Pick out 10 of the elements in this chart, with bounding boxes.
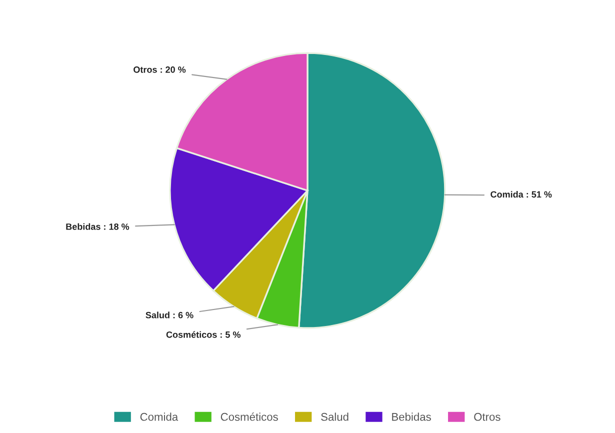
data-label: Bebidas : 18 % <box>66 223 130 230</box>
data-label: Cosméticos : 5 % <box>166 331 241 338</box>
data-label: Comida : 51 % <box>490 190 552 198</box>
legend-label: Bebidas <box>392 412 431 421</box>
data-label: Otros : 20 % <box>134 66 186 73</box>
legend-label: Otros <box>474 412 500 421</box>
legend-label: Comida <box>140 412 178 421</box>
data-label: Salud : 6 % <box>146 312 194 318</box>
legend-label: Cosméticos <box>220 412 278 421</box>
legend-label: Salud <box>321 412 348 421</box>
